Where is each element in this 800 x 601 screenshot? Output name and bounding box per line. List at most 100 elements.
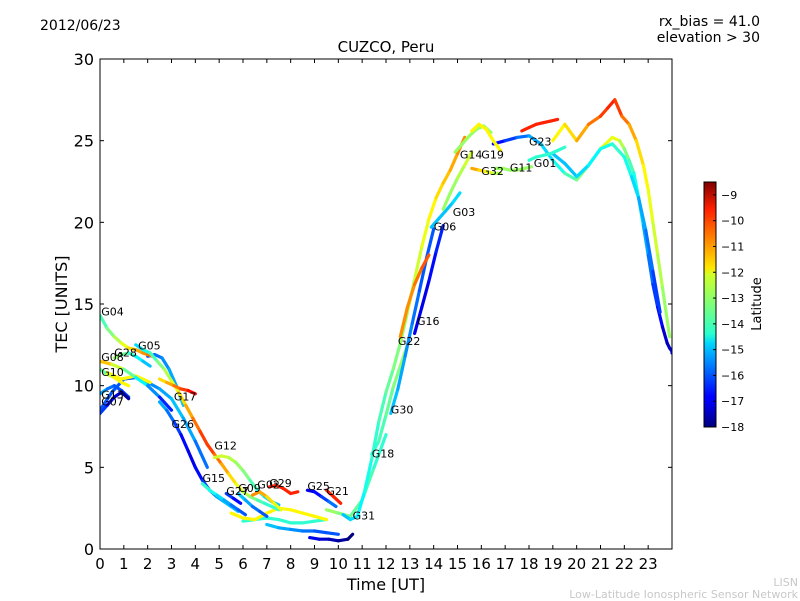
series-label-g25: G25 xyxy=(307,480,330,493)
series-label-g09: G09 xyxy=(238,482,261,495)
trace-segment xyxy=(434,181,445,200)
trace-segment xyxy=(651,282,660,309)
trace-segment xyxy=(122,367,138,380)
trace-segment xyxy=(660,286,672,339)
trace-g23 xyxy=(520,117,560,133)
trace-segment xyxy=(236,491,247,502)
series-label-g29: G29 xyxy=(269,477,292,490)
x-axis-label: Time [UT] xyxy=(346,575,425,594)
trace-segment xyxy=(162,367,174,383)
trace-segment xyxy=(413,245,424,282)
trace-segment xyxy=(100,403,109,415)
trace-g10 xyxy=(100,367,131,388)
trace-segment xyxy=(258,509,269,518)
trace-segment xyxy=(444,201,455,213)
trace-segment xyxy=(370,439,381,456)
trace-g17 xyxy=(158,377,197,396)
series-label-g19: G19 xyxy=(481,149,504,162)
trace-segment xyxy=(606,98,617,110)
trace-extra-6 xyxy=(308,532,355,543)
chart-title: CUZCO, Peru xyxy=(338,38,435,56)
trace-segment xyxy=(413,305,424,335)
x-tick-label: 19 xyxy=(543,555,562,573)
x-tick-label: 20 xyxy=(567,555,586,573)
trace-segment xyxy=(646,253,655,286)
x-axis: 0 1 2 3 4 5 6 7 8 9 10 11 12 13 14 15 16 17 18 19 20 21 22 23 xyxy=(95,59,658,573)
trace-segment xyxy=(470,122,481,133)
trace-segment xyxy=(265,516,281,522)
series-label-g23: G23 xyxy=(529,136,552,149)
y-tick-label: 10 xyxy=(74,377,94,396)
y-tick-label: 20 xyxy=(74,213,94,232)
x-tick-label: 9 xyxy=(310,555,320,573)
trace-segment xyxy=(186,389,197,396)
trace-segment xyxy=(641,163,650,192)
trace-segment xyxy=(460,134,471,146)
series-label-g04: G04 xyxy=(101,305,124,318)
trace-g30 xyxy=(389,227,436,415)
x-tick-label: 13 xyxy=(400,555,419,573)
x-tick-label: 23 xyxy=(639,555,658,573)
trace-segment xyxy=(141,359,152,368)
trace-segment xyxy=(620,114,631,126)
trace-segment xyxy=(105,326,116,339)
series-label-g28: G28 xyxy=(114,346,137,359)
series-label-g16: G16 xyxy=(417,315,440,328)
trace-segment xyxy=(598,106,610,118)
trace-segment xyxy=(555,145,567,153)
trace-segment xyxy=(396,354,407,391)
watermark-lisn: LISN xyxy=(773,576,798,589)
trace-segment xyxy=(234,482,245,494)
series-label-g27: G27 xyxy=(226,485,249,498)
trace-segment xyxy=(177,390,188,407)
trace-g29 xyxy=(267,483,300,496)
trace-segment xyxy=(646,188,655,224)
trace-segment xyxy=(181,416,197,443)
trace-segment xyxy=(429,217,440,229)
trace-segment xyxy=(622,155,634,179)
trace-segment xyxy=(231,496,243,505)
colorbar-tick-label: −10 xyxy=(721,215,744,228)
trace-g09 xyxy=(236,491,269,518)
series-label-g31: G31 xyxy=(353,510,376,523)
trace-g06 xyxy=(429,191,462,229)
trace-extra-1 xyxy=(551,98,672,339)
x-tick-label: 6 xyxy=(238,555,248,573)
trace-segment xyxy=(398,305,409,339)
series-label-g21: G21 xyxy=(326,485,349,498)
x-tick-label: 10 xyxy=(329,555,348,573)
trace-segment xyxy=(336,537,350,543)
trace-segment xyxy=(155,359,166,371)
series-label-g03: G03 xyxy=(453,206,476,219)
trace-segment xyxy=(241,516,257,522)
series-label-g32: G32 xyxy=(481,165,504,178)
trace-segment xyxy=(427,250,438,283)
y-tick-label: 0 xyxy=(84,540,94,559)
trace-segment xyxy=(455,163,467,180)
x-tick-label: 2 xyxy=(143,555,153,573)
trace-g27 xyxy=(224,491,243,505)
trace-segment xyxy=(451,191,462,205)
trace-segment xyxy=(563,161,579,179)
trace-segment xyxy=(200,482,212,492)
series-label-g05: G05 xyxy=(138,340,161,353)
trace-segment xyxy=(301,519,317,525)
trace-segment xyxy=(112,335,124,345)
colorbar-tick-label: −13 xyxy=(721,292,744,305)
trace-segment xyxy=(527,134,543,146)
trace-segment xyxy=(448,176,460,195)
trace-segment xyxy=(405,282,417,309)
trace-segment xyxy=(436,209,448,221)
x-tick-label: 5 xyxy=(214,555,224,573)
trace-segment xyxy=(644,228,655,273)
trace-segment xyxy=(229,511,245,520)
trace-segment xyxy=(146,384,162,399)
trace-segment xyxy=(134,375,150,388)
trace-g02 xyxy=(250,490,283,512)
trace-g28 xyxy=(112,351,152,368)
trace-segment xyxy=(448,152,460,172)
y-tick-label: 15 xyxy=(74,295,94,314)
trace-segment xyxy=(220,462,231,476)
